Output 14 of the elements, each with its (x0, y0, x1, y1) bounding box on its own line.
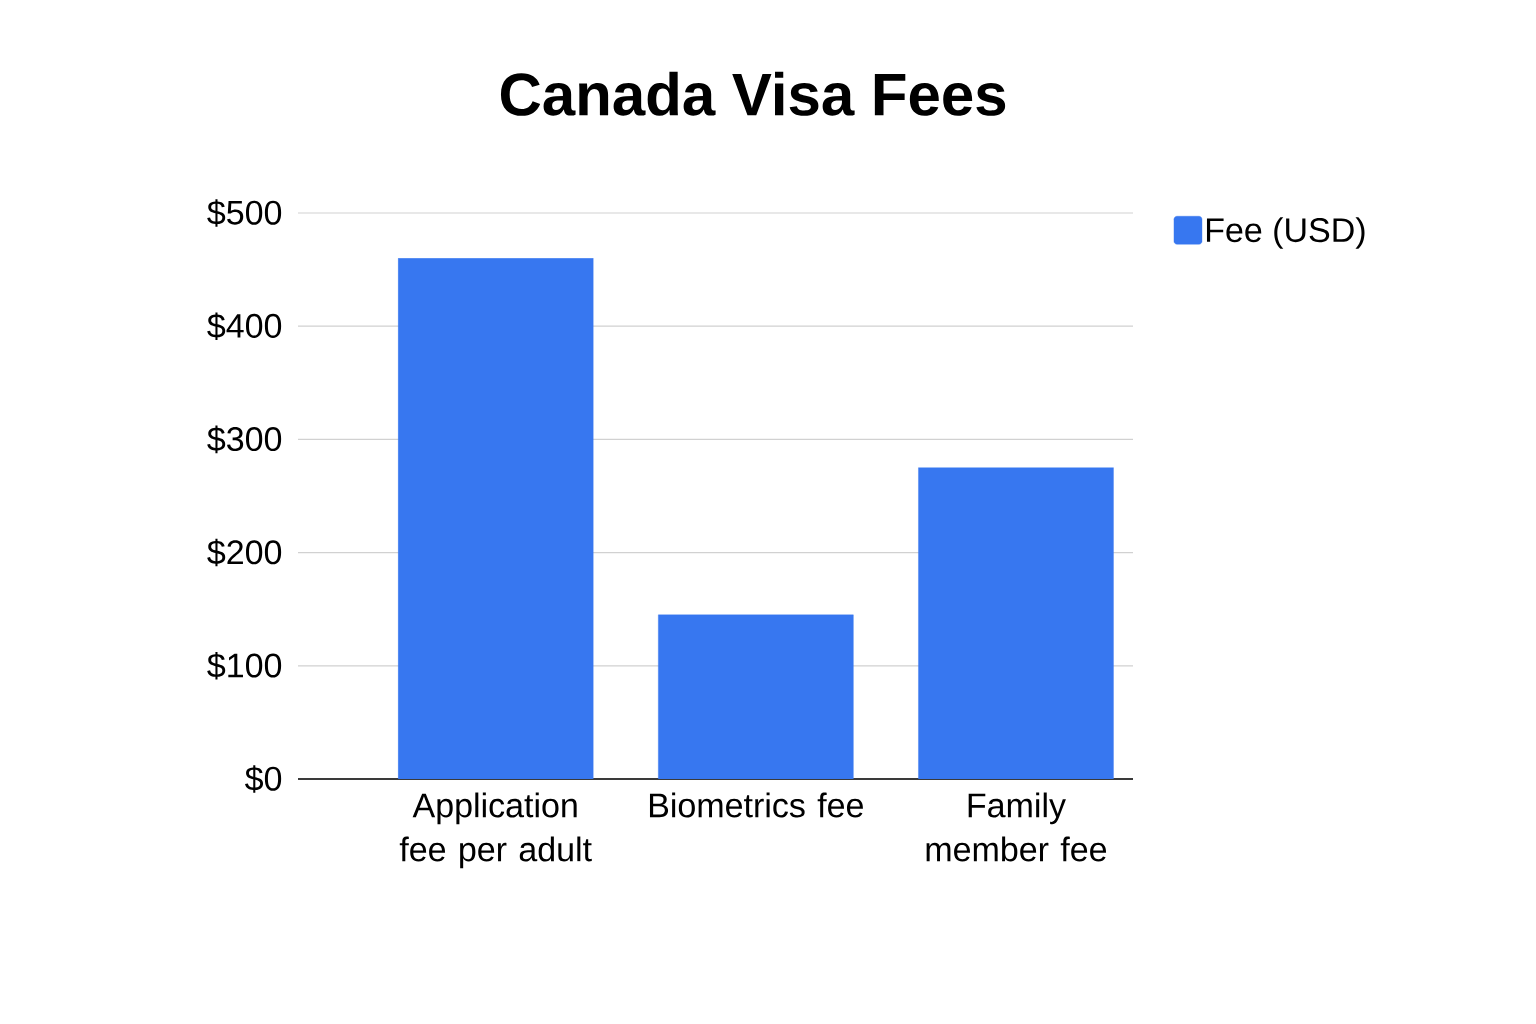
x-tick-label: Biometrics fee (649, 792, 863, 818)
y-tick-label: $100 (207, 652, 282, 680)
bar (918, 467, 1114, 779)
x-tick-label: Application fee per adult (399, 792, 592, 869)
y-tick-label: $300 (207, 425, 282, 454)
legend-label: Fee (USD) (1206, 217, 1365, 249)
y-tick-label: $200 (207, 538, 282, 567)
y-tick-label: $0 (245, 765, 282, 793)
y-tick-label: $400 (207, 312, 282, 340)
chart-title: Canada Visa Fees (500, 71, 1006, 116)
x-tick-label: Family member fee (926, 792, 1107, 862)
y-tick-label: $500 (207, 199, 282, 227)
bar (658, 614, 854, 779)
bar (398, 258, 594, 779)
